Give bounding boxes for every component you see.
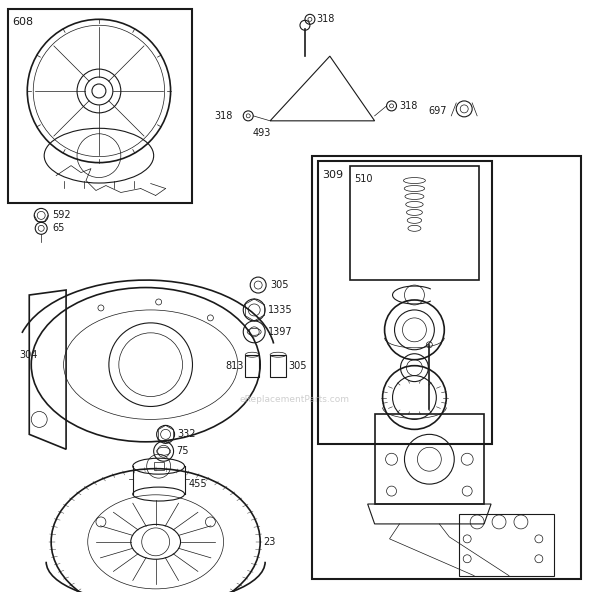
Text: 455: 455 [188, 479, 207, 489]
Text: 332: 332 [178, 429, 196, 439]
Text: 697: 697 [429, 106, 447, 116]
Text: eReplacementParts.com: eReplacementParts.com [240, 395, 350, 404]
Text: 1397: 1397 [268, 327, 293, 337]
Text: 65: 65 [52, 224, 64, 233]
Text: 493: 493 [252, 127, 271, 138]
Bar [375, 415, 484, 504]
Bar [245, 355, 259, 377]
Text: 813: 813 [225, 361, 244, 371]
Bar [318, 161, 492, 444]
Text: 318: 318 [214, 111, 232, 121]
Text: 510: 510 [354, 174, 372, 184]
Text: 608: 608 [12, 17, 34, 27]
Text: 309: 309 [322, 170, 343, 180]
Bar [8, 9, 192, 203]
Bar [312, 156, 581, 579]
Text: 75: 75 [176, 447, 189, 456]
Text: 23: 23 [263, 537, 276, 547]
Bar [350, 165, 479, 280]
Bar [270, 355, 286, 377]
Text: 305: 305 [288, 361, 307, 371]
Text: 318: 318 [316, 14, 335, 24]
Text: 1335: 1335 [268, 305, 293, 315]
Bar [153, 462, 163, 470]
Bar [459, 514, 554, 576]
Text: 592: 592 [52, 211, 71, 221]
Text: 304: 304 [19, 350, 38, 360]
Text: 305: 305 [270, 280, 289, 290]
Text: 318: 318 [399, 101, 418, 111]
